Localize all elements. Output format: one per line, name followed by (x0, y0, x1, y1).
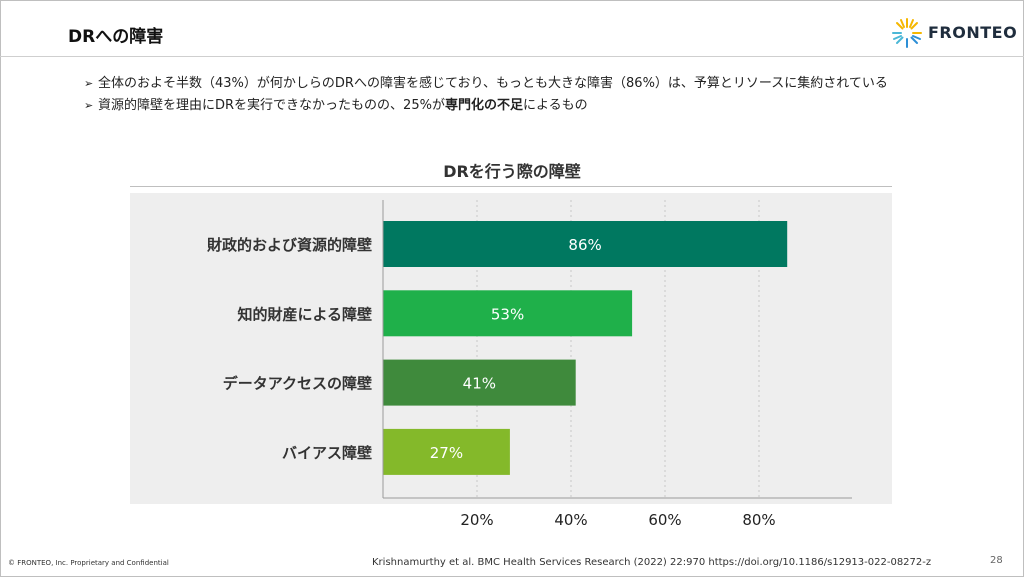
chart-title: DRを行う際の障壁 (443, 162, 581, 181)
bar (383, 290, 633, 337)
bullet-text-pre: 資源的障壁を理由にDRを実行できなかったものの、25%が (98, 98, 445, 113)
bullet-item: ➢ 全体のおよそ半数（43%）が何かしらのDRへの障害を感じており、もっとも大き… (84, 76, 924, 92)
logo-text: FRONTEO (928, 23, 1018, 42)
chart-title-divider (130, 186, 892, 187)
page-title: DRへの障害 (68, 27, 164, 47)
bullet-list: ➢ 全体のおよそ半数（43%）が何かしらのDRへの障害を感じており、もっとも大き… (84, 76, 924, 120)
bullet-text-post: によるもの (522, 98, 588, 113)
bar-value-label: 86% (568, 236, 601, 254)
category-label: データアクセスの障壁 (223, 375, 372, 393)
x-tick-label: 80% (742, 511, 775, 529)
x-tick-label: 40% (554, 511, 587, 529)
category-label: バイアス障壁 (282, 444, 372, 462)
bullet-text-bold: 専門化の不足 (444, 98, 523, 113)
arrow-icon: ➢ (84, 77, 94, 90)
starburst-icon (892, 18, 922, 48)
bullet-text: 全体のおよそ半数（43%）が何かしらのDRへの障害を感じており、もっとも大きな障… (98, 76, 888, 91)
fronteo-logo: FRONTEO (890, 16, 1018, 50)
source-citation: Krishnamurthy et al. BMC Health Services… (372, 557, 932, 568)
x-tick-label: 20% (460, 511, 493, 529)
bar (383, 359, 576, 406)
bar-value-label: 41% (463, 375, 496, 393)
copyright-footer: © FRONTEO, Inc. Proprietary and Confiden… (8, 559, 169, 567)
page-number: 28 (990, 555, 1003, 566)
bar-value-label: 53% (491, 305, 524, 323)
bar (383, 221, 788, 267)
bar (383, 428, 510, 475)
category-label: 知的財産による障壁 (237, 305, 372, 323)
arrow-icon: ➢ (84, 99, 94, 112)
title-divider (0, 56, 1024, 57)
bullet-item: ➢ 資源的障壁を理由にDRを実行できなかったものの、25%が専門化の不足によるも… (84, 98, 924, 114)
bar-value-label: 27% (430, 444, 463, 462)
x-tick-label: 60% (648, 511, 681, 529)
category-label: 財政的および資源的障壁 (206, 236, 372, 254)
